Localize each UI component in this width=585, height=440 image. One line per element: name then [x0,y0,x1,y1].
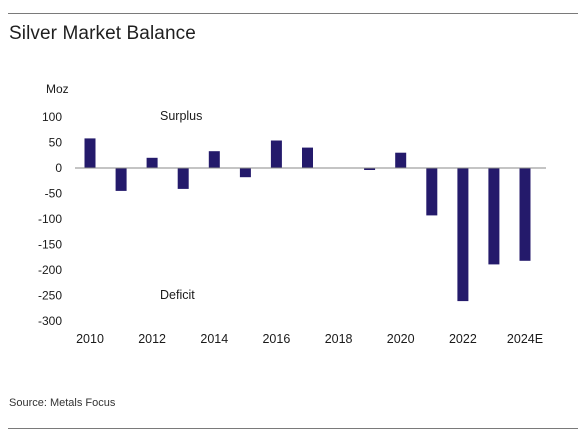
bar-2017 [302,147,313,168]
x-tick-label: 2014 [200,332,228,346]
bar-2014 [208,151,220,168]
bar-2023 [488,168,500,265]
x-tick-label: 2024E [507,332,543,346]
x-tick-label: 2020 [387,332,415,346]
y-tick-label: 100 [42,110,62,124]
y-tick-label: -50 [45,187,63,201]
bar-2019 [364,168,376,170]
x-tick-label: 2018 [325,332,353,346]
source-note: Source: Metals Focus [9,397,116,409]
x-axis-ticks: 2010 2012 2014 2016 2018 2020 2022 2024E [76,332,543,346]
bar-2016 [270,140,282,168]
y-axis-label: Moz [46,82,69,96]
y-tick-label: -200 [38,263,62,277]
bar-2011 [115,168,127,191]
bar-2020 [395,152,407,168]
y-tick-label: -300 [38,314,62,328]
y-tick-label: -100 [38,212,62,226]
chart-title: Silver Market Balance [9,23,196,44]
bar-2010 [84,138,96,168]
annotation-deficit: Deficit [160,288,195,302]
x-tick-label: 2022 [449,332,477,346]
bar-2022 [457,168,469,302]
bar-2015 [239,168,251,178]
x-tick-label: 2012 [138,332,166,346]
bottom-rule [8,428,578,429]
bar-2024E [519,168,531,261]
y-tick-label: -150 [38,238,62,252]
bar-2013 [177,168,189,189]
x-tick-label: 2010 [76,332,104,346]
top-rule [8,13,578,14]
x-tick-label: 2016 [262,332,290,346]
bar-series [75,138,546,302]
bar-2012 [146,157,158,168]
y-tick-label: 50 [49,136,63,150]
y-tick-label: -250 [38,289,62,303]
y-axis-ticks: 100 50 0 -50 -100 -150 -200 -250 -300 [38,110,62,328]
bar-2021 [426,168,438,216]
annotation-surplus: Surplus [160,109,202,123]
y-tick-label: 0 [55,161,62,175]
